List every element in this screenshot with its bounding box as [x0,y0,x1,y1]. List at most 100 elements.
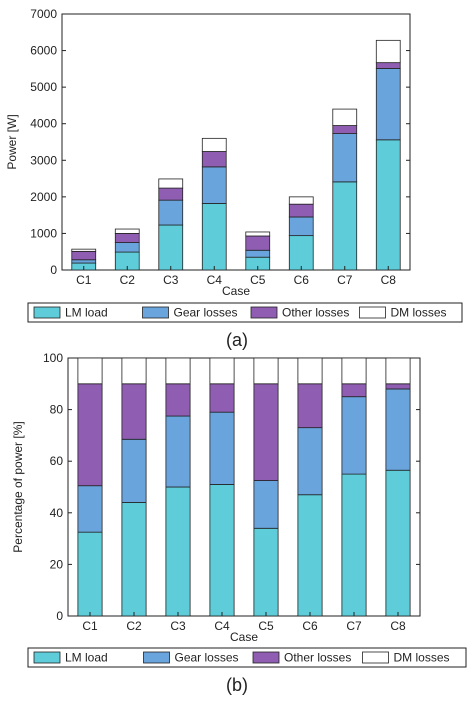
legend-box [27,302,463,323]
legend-label: Gear losses [174,306,238,320]
bar-segment [288,216,314,237]
y-tick-label: 80 [50,403,64,417]
legend-box [27,647,467,668]
bar-segment [341,396,367,475]
bar-segment [341,357,367,385]
bar-segment [253,527,279,617]
bar-segment [158,178,184,189]
bar-segment [332,181,358,271]
chart-b: 0 20 40 60 80 100 C1 C2 C3 C4 C5 C6 C7 C8 Case Percenta… [11,351,467,695]
x-tick-label: C4 [214,619,230,633]
bar-segment [71,250,97,261]
bar-segment [332,108,358,126]
bar-segment [158,187,184,201]
bar-segment [332,125,358,134]
bar-segment [209,484,235,617]
bar-segment [385,383,411,390]
bar-segment [77,531,103,617]
bar-segment [201,203,227,271]
bar-segment [288,235,314,271]
y-tick-label: 100 [43,351,63,365]
legend: LM load Gear losses Other losses DM losses [27,647,467,668]
legend-label: Gear losses [175,651,239,665]
figure-caption: (b) [226,675,248,695]
bar-segment [201,166,227,204]
bar-segment [288,196,314,205]
legend-label: DM losses [391,306,447,320]
bar-segment [77,485,103,533]
legend-label: Other losses [282,306,349,320]
bar-segment [297,383,323,429]
legend-item: Other losses [252,651,351,665]
bar-segment [114,228,140,234]
x-tick-label: C5 [250,273,266,287]
y-tick-label: 3000 [30,153,57,167]
legend-swatch [143,651,170,664]
bar-segment [297,427,323,496]
legend-swatch [362,651,389,664]
bar-segment [341,383,367,398]
y-tick-label: 0 [50,263,57,277]
y-tick-label: 6000 [30,44,57,58]
figure-caption: (a) [226,330,248,350]
legend-swatch [252,651,280,664]
plot-area [67,357,421,617]
bar-segment [288,203,314,218]
legend-item: LM load [33,651,108,665]
bar-segment [209,357,235,385]
legend-label: DM losses [394,651,450,665]
bar-segment [375,39,401,64]
y-axis-label: Percentage of power [%] [11,421,25,552]
x-tick-label: C1 [76,273,92,287]
bar-segment [385,357,411,385]
legend-item: DM losses [362,651,450,665]
bar-segment [245,231,271,237]
y-tick-label: 0 [56,609,63,623]
bar-segment [375,62,401,69]
bar-segment [209,383,235,413]
x-tick-label: C7 [337,273,353,287]
bar-segment [165,357,191,385]
bar-segment [332,133,358,183]
y-tick-label: 7000 [30,7,57,21]
bar-segment [71,259,97,264]
bar-segment [245,235,271,251]
y-tick-label: 4000 [30,117,57,131]
y-tick-label: 2000 [30,190,57,204]
legend-item: DM losses [359,306,447,320]
bar-segment [121,438,147,503]
bar-segment [253,480,279,529]
legend-swatch [142,306,169,319]
bar-segment [297,494,323,617]
y-tick-label: 5000 [30,80,57,94]
bar-segment [114,242,140,253]
legend: LM load Gear losses Other losses DM losses [27,302,463,323]
legend-swatch [33,651,61,664]
bar-segment [165,383,191,417]
x-axis-label: Case [230,630,258,644]
x-tick-label: C2 [126,619,142,633]
x-tick-label: C3 [170,619,186,633]
bar-segment [77,357,103,385]
x-tick-label: C2 [120,273,136,287]
x-tick-label: C8 [390,619,406,633]
x-tick-label: C6 [302,619,318,633]
bar-segment [375,68,401,141]
y-tick-label: 1000 [30,226,57,240]
bar-segment [165,486,191,617]
bar-segment [375,139,401,271]
bar-segment [121,357,147,385]
bar-segment [385,469,411,617]
x-tick-label: C3 [163,273,179,287]
bar-segment [385,388,411,471]
x-tick-label: C6 [294,273,310,287]
bar-segment [209,411,235,485]
y-tick-label: 20 [50,557,64,571]
bar-segment [158,199,184,226]
y-axis-label: Power [W] [5,114,19,169]
legend-item: Gear losses [143,651,239,665]
legend-item: Other losses [250,306,349,320]
y-tick-label: 40 [50,506,64,520]
bar-segment [77,383,103,487]
